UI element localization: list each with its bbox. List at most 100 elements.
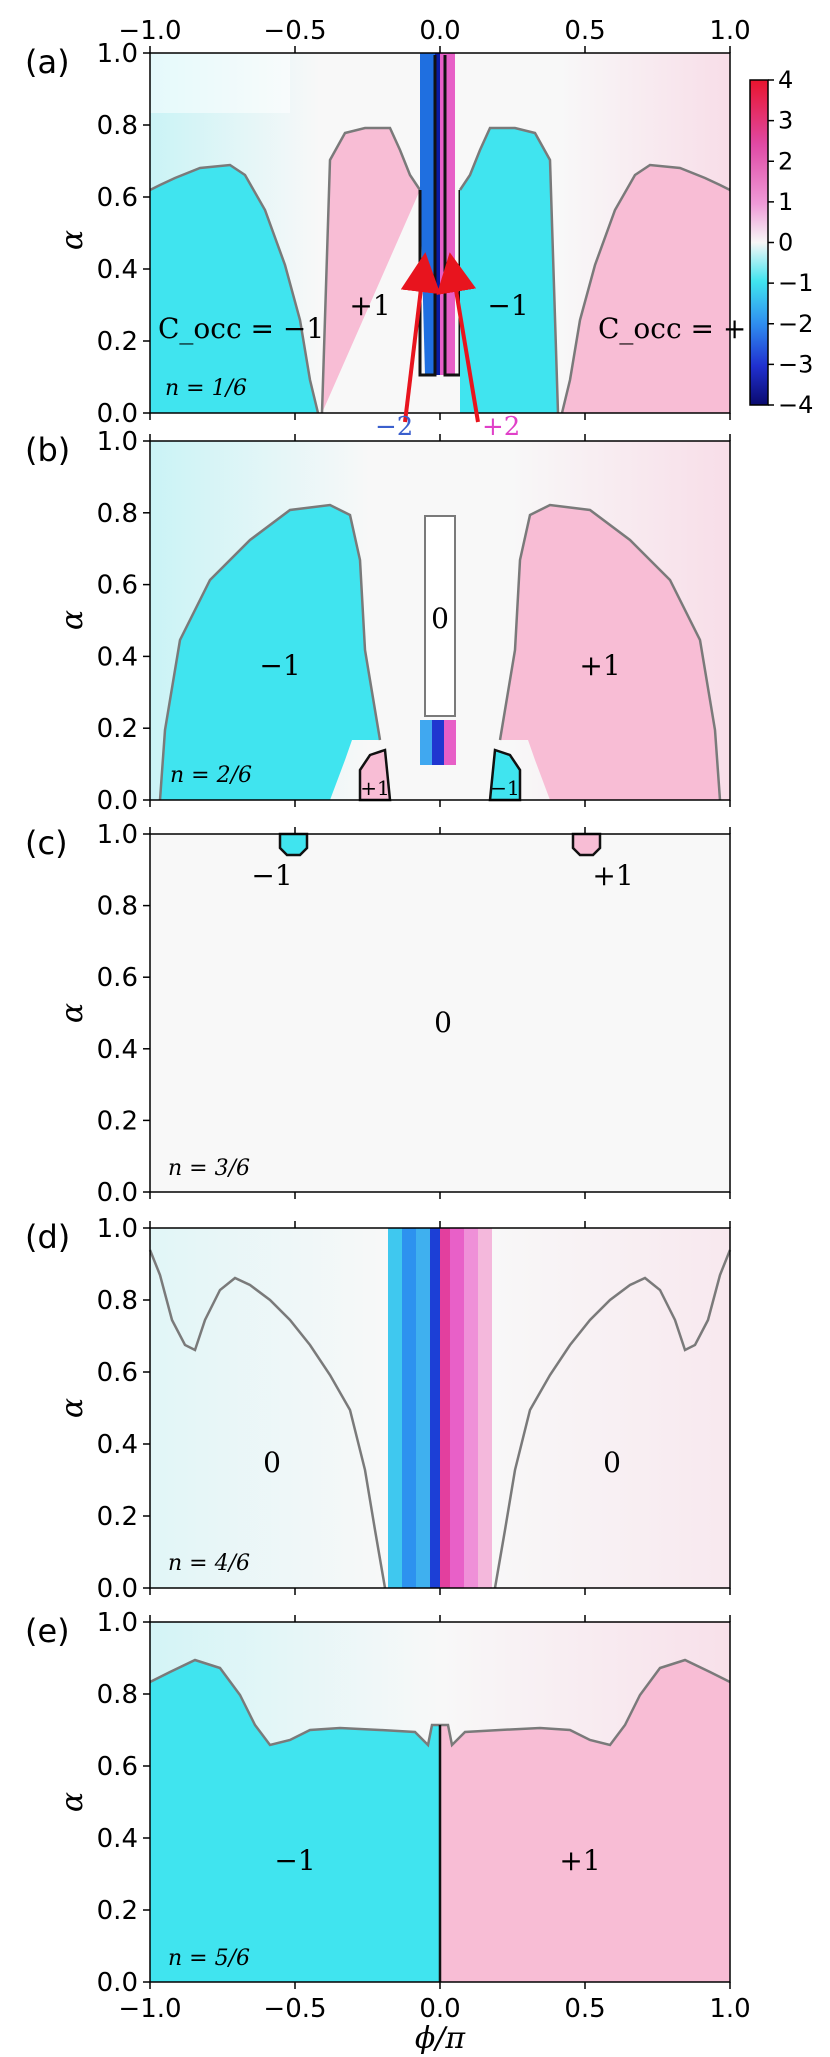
ytick-label: 0.4 <box>97 642 138 672</box>
colorbar-ticks: 4 3 2 1 0 −1 −2 −3 −4 <box>768 66 813 419</box>
panel-a-n-label: n = 1/6 <box>165 376 247 401</box>
colorbar-tick-label: 1 <box>778 188 793 216</box>
ytick-label: 0.8 <box>97 1680 138 1710</box>
panel-a: (a) α n = 1/6 C_occ = −1 +1 −1 C_occ = +… <box>25 43 764 442</box>
region-b-mix-1 <box>420 720 432 765</box>
colorbar-tick-label: −2 <box>778 310 813 338</box>
panel-b-label-zero: 0 <box>431 602 449 635</box>
panel-d: (d) α n = 4/6 0 0 <box>25 1218 732 1589</box>
panel-a-top-white <box>150 53 290 113</box>
colorbar-tick-label: −1 <box>778 269 813 297</box>
panel-b-label-plus1: +1 <box>579 649 620 682</box>
arrow-neg2 <box>400 252 441 423</box>
panel-a-label-cocc-neg1: C_occ = −1 <box>158 312 324 345</box>
panel-c-letter: (c) <box>25 824 68 862</box>
ytick-label: 0.4 <box>97 1430 138 1460</box>
panel-d-label-zero-right: 0 <box>603 1446 621 1479</box>
annotation-neg2: −2 <box>375 412 413 442</box>
panel-b-n-label: n = 2/6 <box>170 763 252 788</box>
ytick-label: 0.8 <box>97 499 138 529</box>
panel-d-label-zero-left: 0 <box>263 1446 281 1479</box>
strip-d-5 <box>440 1228 450 1588</box>
region-a-plus2 <box>440 53 455 375</box>
panel-a-ylabel: α <box>55 230 90 250</box>
ytick-label: 1.0 <box>97 820 138 850</box>
region-a-neg1 <box>460 128 558 413</box>
ytick-label: 1.0 <box>97 1214 138 1244</box>
xtick-label: 0.0 <box>419 1994 460 2024</box>
panel-b: (b) α n = 2/6 −1 0 +1 +1 −1 <box>25 431 731 802</box>
panel-b-letter: (b) <box>25 431 70 469</box>
xtick-label-top: 1.0 <box>709 16 750 46</box>
ytick-label: 0.6 <box>97 1752 138 1782</box>
panel-a-label-cocc-plus1: C_occ = +1 <box>598 312 764 345</box>
ytick-label: 0.6 <box>97 963 138 993</box>
ytick-label: 1.0 <box>97 427 138 457</box>
xtick-label-top: 0.0 <box>419 16 460 46</box>
annotation-plus2: +2 <box>482 412 520 442</box>
boundary-d-left <box>148 1249 387 1589</box>
colorbar-tick-label: 4 <box>778 66 793 94</box>
region-a-cocc-plus1 <box>562 165 730 413</box>
region-e-neg1 <box>150 1660 440 1982</box>
ytick-label: 0.8 <box>97 111 138 141</box>
panel-d-n-label: n = 4/6 <box>168 1551 250 1576</box>
xtick-label: −0.5 <box>263 1994 326 2024</box>
region-b-zero <box>424 515 456 717</box>
ytick-label: 0.4 <box>97 255 138 285</box>
panel-c-label-plus1: +1 <box>592 859 633 892</box>
panel-d-pink-haze <box>490 1228 730 1588</box>
panel-d-letter: (d) <box>25 1218 70 1256</box>
panel-a-label-neg1: −1 <box>487 289 528 322</box>
colorbar-tick-label: 0 <box>778 229 793 257</box>
colorbar-tick-label: 2 <box>778 147 793 175</box>
panel-e-letter: (e) <box>25 1612 70 1650</box>
strip-d-8 <box>478 1228 492 1588</box>
region-a-neg2 <box>420 53 435 375</box>
region-c-plus1 <box>571 832 602 857</box>
ytick-label: 0.6 <box>97 183 138 213</box>
ytick-label: 0.4 <box>97 1824 138 1854</box>
ytick-label: 0.0 <box>97 1574 138 1604</box>
xtick-label-top: −1.0 <box>118 16 181 46</box>
panel-b-label-small-plus1: +1 <box>360 776 389 800</box>
panel-a-letter: (a) <box>25 43 70 81</box>
colorbar-tick-label: −3 <box>778 350 813 378</box>
ytick-label: 0.4 <box>97 1035 138 1065</box>
xtick-label-top: 0.5 <box>564 16 605 46</box>
ytick-label: 1.0 <box>97 39 138 69</box>
strip-d-4 <box>430 1228 440 1588</box>
ytick-label: 0.2 <box>97 327 138 357</box>
ytick-label: 0.2 <box>97 1502 138 1532</box>
ytick-label: 0.2 <box>97 1106 138 1136</box>
panel-b-ylabel: α <box>55 610 90 630</box>
region-b-mix-3 <box>444 720 456 765</box>
axes-layer: 0.00.20.40.60.81.0−1.0 −0.5 0.0 0.5 1.00.00.… <box>97 16 751 2024</box>
boundary-b-neg1 <box>158 503 382 801</box>
colorbar-tick-label: 3 <box>778 107 793 135</box>
panel-c-label-neg1: −1 <box>251 859 292 892</box>
strip-d-3 <box>416 1228 430 1588</box>
xtick-label: 1.0 <box>709 1994 750 2024</box>
ytick-label: 0.2 <box>97 714 138 744</box>
panel-b-label-small-neg1: −1 <box>490 776 519 800</box>
ytick-label: 0.0 <box>97 399 138 429</box>
panel-b-label-neg1: −1 <box>259 649 300 682</box>
colorbar: 4 3 2 1 0 −1 −2 −3 −4 <box>749 66 813 419</box>
xtick-label-top: −0.5 <box>263 16 326 46</box>
panel-e-label-plus1: +1 <box>559 1844 600 1877</box>
ytick-label: 0.0 <box>97 1968 138 1998</box>
ytick-label: 0.6 <box>97 571 138 601</box>
strip-d-6 <box>450 1228 464 1588</box>
panel-d-ylabel: α <box>55 1398 90 1418</box>
panel-c-n-label: n = 3/6 <box>168 1156 250 1181</box>
region-b-plus1 <box>500 505 720 800</box>
region-b-mix-2 <box>432 720 444 765</box>
region-a-plus1 <box>322 128 420 413</box>
ytick-label: 0.0 <box>97 1178 138 1208</box>
boundary-a-plus1 <box>320 126 422 414</box>
ytick-label: 0.8 <box>97 892 138 922</box>
boundary-a-neg1 <box>458 126 560 414</box>
panel-c-background <box>150 834 730 1192</box>
